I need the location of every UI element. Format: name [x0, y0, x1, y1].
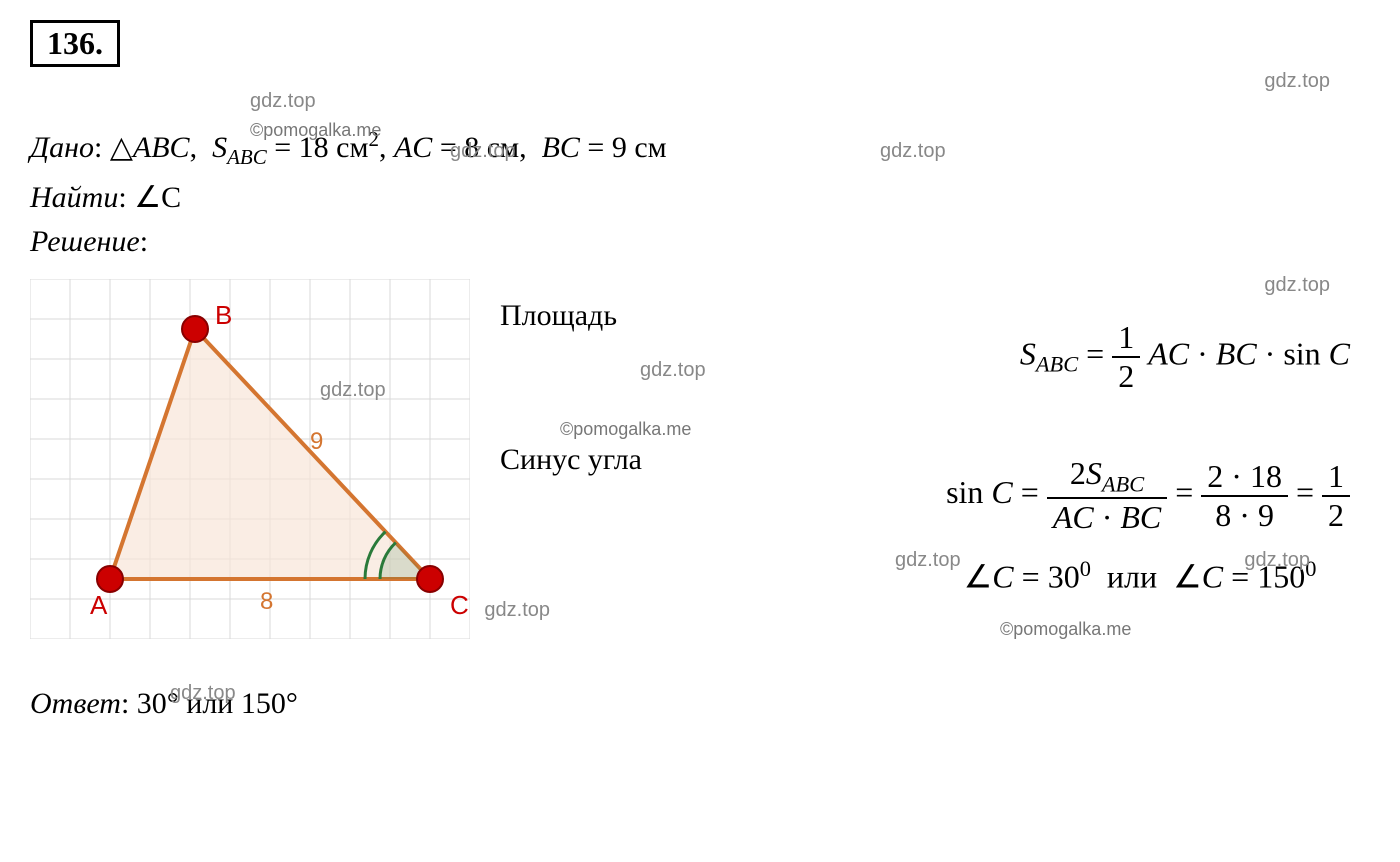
- svg-text:A: A: [90, 590, 108, 620]
- watermark-gdz: gdz.top: [250, 90, 316, 113]
- formula-sine: sin C = 2SABCAC · BC = 2 · 188 · 9 = 12: [850, 455, 1370, 536]
- problem-number: 136.: [30, 20, 120, 67]
- given-line: Дано: △ABC, SABC = 18 см2, AC = 8 см, BC…: [30, 127, 1370, 170]
- find-line: Найти: ∠C: [30, 180, 1370, 215]
- watermark-gdz: gdz.top: [484, 599, 550, 622]
- svg-text:B: B: [215, 300, 232, 330]
- svg-text:9: 9: [310, 428, 323, 455]
- watermark-pomogalka: ©pomogalka.me: [560, 419, 691, 440]
- watermark-gdz: gdz.top: [1264, 274, 1330, 297]
- formula-area: SABC = 12 AC · BC · sin C: [850, 319, 1370, 395]
- svg-text:8: 8: [260, 588, 273, 615]
- answer-line: Ответ: 30° или 150°: [30, 687, 1370, 721]
- area-label: Площадь: [500, 299, 820, 333]
- sine-label: Синус угла: [500, 443, 820, 477]
- solution-label: Решение:: [30, 225, 1370, 259]
- triangle-diagram: ABC98 gdz.top gdz.top: [30, 279, 470, 647]
- watermark-pomogalka: ©pomogalka.me: [1000, 619, 1131, 640]
- watermark-gdz: gdz.top: [640, 359, 706, 382]
- svg-text:C: C: [450, 590, 469, 620]
- watermark-gdz: gdz.top: [1264, 70, 1330, 93]
- angle-result: ∠C = 300 или ∠C = 1500: [850, 556, 1370, 596]
